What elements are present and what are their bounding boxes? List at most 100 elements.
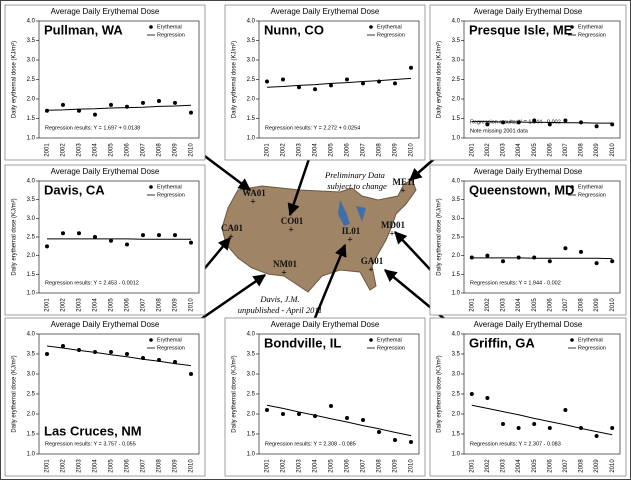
data-point — [595, 124, 599, 128]
x-tick-label: 2007 — [563, 143, 569, 157]
y-tick-label: 1.0 — [452, 291, 461, 297]
data-point — [485, 254, 489, 258]
legend-label: Erythemal — [578, 184, 603, 190]
map-note: Preliminary Data — [324, 170, 385, 180]
data-point — [157, 233, 161, 237]
chart-panel: Average Daily Erythemal Dose1.01.52.02.5… — [430, 165, 626, 315]
y-axis-label: Daily erythemal dose (KJ/m²) — [12, 355, 18, 432]
chart-panel: Average Daily Erythemal Dose1.01.52.02.5… — [5, 5, 205, 160]
x-tick-label: 2007 — [361, 143, 367, 157]
x-tick-label: 2002 — [281, 459, 287, 473]
data-point — [265, 408, 269, 412]
data-point — [610, 426, 614, 430]
legend-label: Regression — [578, 192, 606, 198]
data-point — [265, 79, 269, 83]
y-tick-label: 2.5 — [27, 392, 36, 398]
y-axis-label: Daily erythemal dose (KJ/m²) — [232, 41, 238, 118]
y-tick-label: 1.5 — [27, 116, 36, 122]
y-tick-label: 3.0 — [452, 372, 461, 378]
y-tick-label: 2.5 — [247, 392, 256, 398]
data-point — [595, 261, 599, 265]
y-tick-label: 3.0 — [247, 372, 256, 378]
data-point — [393, 438, 397, 442]
y-tick-label: 2.0 — [452, 253, 461, 259]
x-tick-label: 2010 — [610, 298, 616, 312]
x-tick-label: 2005 — [532, 143, 538, 157]
y-tick-label: 4.0 — [452, 179, 461, 185]
y-tick-label: 3.0 — [27, 372, 36, 378]
y-tick-label: 3.0 — [247, 58, 256, 64]
x-tick-label: 2004 — [93, 143, 99, 157]
x-tick-label: 2007 — [361, 459, 367, 473]
x-tick-label: 2006 — [547, 143, 553, 157]
x-tick-label: 2004 — [516, 143, 522, 157]
y-tick-label: 4.0 — [452, 332, 461, 338]
data-point — [189, 241, 193, 245]
data-point — [45, 244, 49, 248]
legend-marker — [149, 25, 153, 29]
legend-label: Regression — [578, 345, 606, 351]
site-code: IL01 — [342, 226, 361, 236]
y-tick-label: 2.5 — [27, 77, 36, 83]
chart-title: Average Daily Erythemal Dose — [51, 167, 160, 176]
y-tick-label: 2.5 — [27, 235, 36, 241]
chart-panel: Average Daily Erythemal Dose1.01.52.02.5… — [430, 5, 626, 160]
x-tick-label: 2007 — [141, 298, 147, 312]
x-tick-label: 2003 — [501, 298, 507, 312]
data-point — [45, 352, 49, 356]
x-tick-label: 2006 — [345, 143, 351, 157]
x-tick-label: 2008 — [157, 459, 163, 473]
y-axis-label: Daily erythemal dose (KJ/m²) — [12, 198, 18, 275]
data-point — [409, 440, 413, 444]
x-tick-label: 2006 — [125, 143, 131, 157]
x-tick-label: 2008 — [157, 298, 163, 312]
legend-label: Erythemal — [377, 24, 402, 30]
y-tick-label: 3.5 — [247, 38, 256, 44]
y-tick-label: 3.5 — [247, 352, 256, 358]
data-point — [281, 412, 285, 416]
x-tick-label: 2001 — [265, 143, 271, 157]
y-tick-label: 4.0 — [247, 19, 256, 25]
y-tick-label: 2.0 — [247, 97, 256, 103]
y-tick-label: 3.5 — [27, 38, 36, 44]
site-name: Bondville, IL — [264, 335, 341, 350]
x-tick-label: 2003 — [297, 143, 303, 157]
x-tick-label: 2001 — [45, 459, 51, 473]
data-point — [141, 233, 145, 237]
x-tick-label: 2010 — [189, 298, 195, 312]
x-tick-label: 2008 — [377, 459, 383, 473]
site-name: Nunn, CO — [264, 22, 324, 37]
data-point — [563, 118, 567, 122]
legend-label: Regression — [578, 32, 606, 38]
y-axis-label: Daily erythemal dose (KJ/m²) — [232, 355, 238, 432]
x-tick-label: 2008 — [579, 143, 585, 157]
site-name: Presque Isle, ME — [469, 22, 573, 37]
site-code: CA01 — [221, 223, 243, 233]
y-tick-label: 2.5 — [452, 392, 461, 398]
regression-text: Regression results: Y = 2.272 + 0.0254 — [265, 125, 360, 131]
data-point — [532, 422, 536, 426]
y-tick-label: 1.5 — [452, 432, 461, 438]
x-tick-label: 2002 — [281, 143, 287, 157]
y-tick-label: 1.5 — [247, 116, 256, 122]
x-tick-label: 2003 — [77, 459, 83, 473]
y-tick-label: 2.0 — [27, 412, 36, 418]
y-tick-label: 1.0 — [452, 136, 461, 142]
x-tick-label: 2010 — [409, 143, 415, 157]
x-tick-label: 2010 — [189, 143, 195, 157]
x-tick-label: 2002 — [61, 459, 67, 473]
x-tick-label: 2009 — [173, 298, 179, 312]
x-tick-label: 2009 — [393, 143, 399, 157]
x-tick-label: 2009 — [594, 298, 600, 312]
data-point — [532, 256, 536, 260]
data-point — [470, 392, 474, 396]
x-tick-label: 2006 — [125, 298, 131, 312]
legend-marker — [570, 338, 574, 342]
site-name: Las Cruces, NM — [44, 423, 142, 438]
chart-panel: Average Daily Erythemal Dose1.01.52.02.5… — [5, 165, 205, 315]
site-name: Griffin, GA — [469, 335, 535, 350]
data-point — [189, 111, 193, 115]
x-tick-label: 2010 — [189, 459, 195, 473]
x-tick-label: 2004 — [313, 459, 319, 473]
y-tick-label: 2.5 — [452, 235, 461, 241]
